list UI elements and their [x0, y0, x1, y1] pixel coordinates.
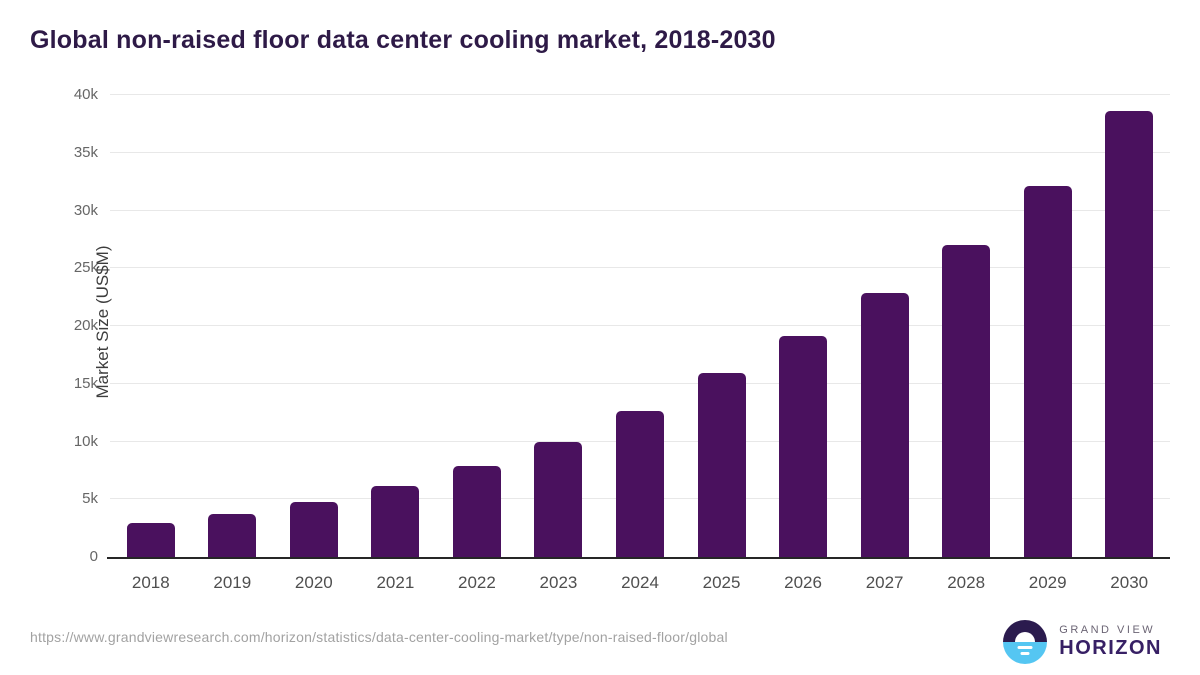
bar-2018 — [126, 522, 175, 557]
y-tick-label-15k: 15k — [73, 374, 98, 392]
x-tick-label-2029: 2029 — [1028, 573, 1067, 592]
sun-reflection-bar — [1020, 652, 1030, 655]
page-title: Global non-raised floor data center cool… — [30, 26, 776, 54]
sun-reflection-bar — [1017, 646, 1033, 649]
x-tick-label-2027: 2027 — [865, 573, 904, 592]
x-tick-label-2026: 2026 — [784, 573, 822, 592]
bar-2029 — [1023, 186, 1072, 557]
y-tick-label-5k: 5k — [82, 490, 98, 508]
gridline-20k — [110, 325, 1170, 326]
x-tick-label-2022: 2022 — [458, 573, 496, 592]
x-tick-label-2028: 2028 — [947, 573, 986, 592]
bar-2022 — [452, 466, 501, 557]
bar-2028 — [942, 245, 991, 557]
bar-2023 — [534, 442, 583, 557]
x-tick-label-2019: 2019 — [213, 573, 252, 592]
gridline-25k — [110, 267, 1170, 269]
logo-text: GRAND VIEW HORIZON — [1059, 624, 1162, 660]
horizon-sun-icon — [1003, 620, 1048, 664]
bar-2019 — [208, 513, 257, 557]
y-tick-label-10k: 10k — [73, 432, 98, 450]
bar-2025 — [697, 372, 746, 557]
bar-2027 — [860, 293, 909, 557]
x-tick-label-2018: 2018 — [131, 573, 170, 592]
bar-2030 — [1105, 111, 1154, 557]
bar-2026 — [779, 336, 828, 557]
sun-dome-shape — [1015, 632, 1036, 642]
x-axis-line — [107, 557, 1170, 559]
y-tick-label-25k: 25k — [73, 259, 98, 277]
gridline-15k — [110, 382, 1170, 384]
gridline-35k — [110, 151, 1170, 153]
gridline-30k — [110, 209, 1170, 211]
y-tick-label-0: 0 — [89, 548, 98, 565]
x-tick-label-2030: 2030 — [1110, 573, 1149, 592]
x-tick-label-2020: 2020 — [294, 573, 333, 592]
x-tick-label-2021: 2021 — [376, 573, 415, 592]
grand-view-horizon-logo: GRAND VIEW HORIZON — [1003, 619, 1162, 665]
logo-brand-line: GRAND VIEW — [1059, 624, 1156, 636]
x-tick-label-2023: 2023 — [539, 573, 578, 592]
y-tick-label-40k: 40k — [73, 86, 98, 103]
x-tick-label-2024: 2024 — [621, 573, 659, 592]
bar-2024 — [616, 411, 664, 557]
plot-area: Market Size (US$M) 0 5k 10k 15k 20k 25k 30k 35k… — [74, 86, 1170, 592]
gridline-40k — [110, 94, 1170, 95]
source-url: https://www.grandviewresearch.com/horizo… — [30, 629, 728, 645]
bar-2020 — [289, 501, 338, 557]
bar-2021 — [371, 485, 420, 557]
y-tick-label-30k: 30k — [73, 201, 98, 219]
y-tick-label-20k: 20k — [73, 317, 98, 334]
logo-product-line: HORIZON — [1059, 637, 1162, 659]
x-tick-label-2025: 2025 — [702, 573, 741, 592]
y-tick-label-35k: 35k — [73, 143, 98, 161]
